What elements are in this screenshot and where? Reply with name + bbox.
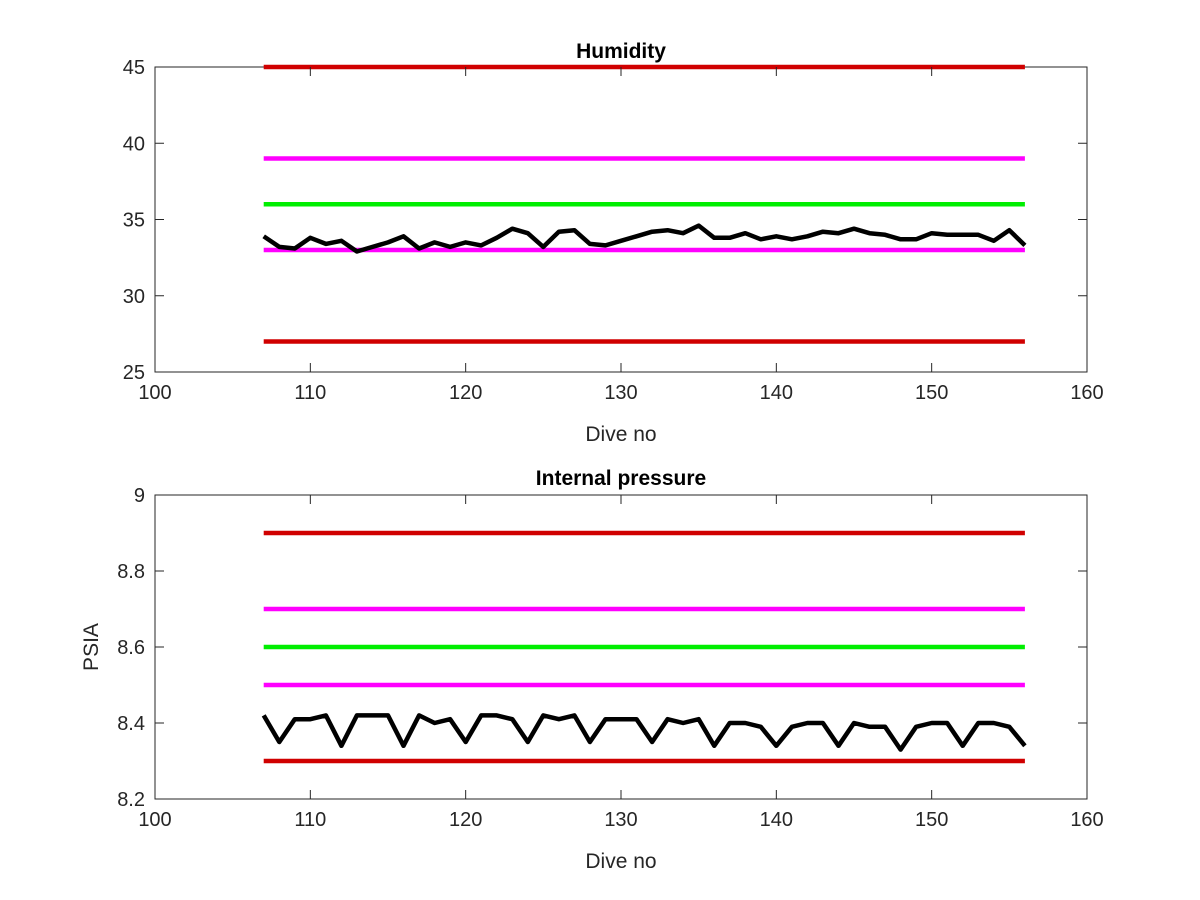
x-tick-label: 120	[449, 809, 482, 831]
y-ticks: 8.2 8.4 8.6 8.8 9	[117, 485, 1087, 811]
y-tick-label: 45	[123, 57, 145, 79]
x-axis-label: Dive no	[585, 850, 656, 873]
x-tick-label: 140	[760, 809, 793, 831]
humidity-chart: 100 110 120 130 140 150 160 25 30 35 40 45 Humidit…	[123, 40, 1104, 446]
x-axis-label: Dive no	[585, 423, 656, 446]
chart-title: Humidity	[576, 40, 666, 63]
humidity-series-group	[262, 64, 1027, 344]
x-tick-label: 150	[915, 809, 948, 831]
y-tick-label: 30	[123, 286, 145, 308]
data-series-line	[262, 223, 1027, 254]
x-tick-label: 160	[1070, 809, 1103, 831]
plot-area	[154, 66, 1088, 373]
internal-pressure-chart: 100 110 120 130 140 150 160 8.2 8.4 8.6 8.8 9 Inte…	[80, 467, 1104, 873]
data-series-line	[261, 713, 1027, 752]
y-tick-label: 8.8	[117, 561, 145, 583]
x-tick-label: 160	[1070, 382, 1103, 404]
y-tick-label: 8.2	[117, 789, 145, 811]
x-tick-label: 100	[138, 382, 171, 404]
y-tick-label: 40	[123, 133, 145, 155]
x-tick-label: 120	[449, 382, 482, 404]
x-tick-label: 130	[604, 809, 637, 831]
y-tick-label: 8.4	[117, 713, 145, 735]
x-tick-label: 140	[760, 382, 793, 404]
y-axis-label: PSIA	[80, 623, 103, 671]
x-tick-label: 110	[294, 382, 326, 404]
x-ticks: 100 110 120 130 140 150 160	[138, 67, 1104, 404]
pressure-series-group	[261, 530, 1027, 764]
y-ticks: 25 30 35 40 45	[123, 57, 1087, 384]
x-ticks: 100 110 120 130 140 150 160	[138, 495, 1104, 831]
y-tick-label: 35	[123, 210, 145, 232]
y-tick-label: 25	[123, 362, 145, 384]
y-tick-label: 8.6	[117, 637, 145, 659]
x-tick-label: 130	[604, 382, 637, 404]
y-tick-label: 9	[134, 485, 145, 507]
x-tick-label: 100	[138, 809, 171, 831]
chart-title: Internal pressure	[536, 467, 706, 490]
x-tick-label: 110	[294, 809, 326, 831]
x-tick-label: 150	[915, 382, 948, 404]
